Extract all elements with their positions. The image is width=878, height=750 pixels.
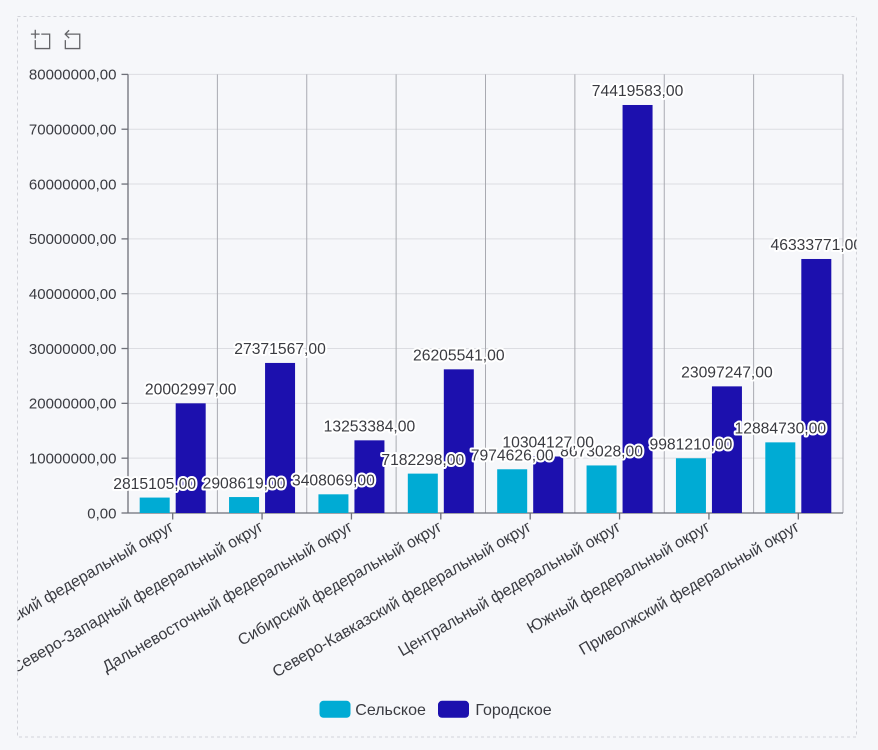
svg-text:3408069,00: 3408069,00 <box>292 473 375 490</box>
svg-text:74419583,00: 74419583,00 <box>592 83 684 100</box>
svg-text:7182298,00: 7182298,00 <box>381 452 464 469</box>
svg-text:13253384,00: 13253384,00 <box>324 419 416 436</box>
svg-text:0,00: 0,00 <box>87 505 116 522</box>
svg-text:2815105,00: 2815105,00 <box>113 476 196 493</box>
svg-text:Городское: Городское <box>475 702 551 719</box>
svg-text:40000000,00: 40000000,00 <box>29 286 117 303</box>
svg-text:12884730,00: 12884730,00 <box>735 421 827 438</box>
svg-text:10000000,00: 10000000,00 <box>29 450 117 467</box>
svg-text:46333771,00: 46333771,00 <box>771 237 863 254</box>
svg-text:7974626,00: 7974626,00 <box>471 447 554 464</box>
svg-text:20002997,00: 20002997,00 <box>145 382 237 399</box>
svg-text:60000000,00: 60000000,00 <box>29 176 117 193</box>
svg-text:30000000,00: 30000000,00 <box>29 341 117 358</box>
svg-text:2908619,00: 2908619,00 <box>203 475 286 492</box>
svg-text:70000000,00: 70000000,00 <box>29 122 117 139</box>
svg-text:10304127,00: 10304127,00 <box>502 435 594 452</box>
svg-text:27371567,00: 27371567,00 <box>234 341 326 358</box>
svg-text:23097247,00: 23097247,00 <box>681 365 773 382</box>
svg-text:80000000,00: 80000000,00 <box>29 67 117 84</box>
svg-text:50000000,00: 50000000,00 <box>29 231 117 248</box>
svg-text:8673028,00: 8673028,00 <box>560 444 643 461</box>
svg-text:9981210,00: 9981210,00 <box>649 436 732 453</box>
svg-text:Сельское: Сельское <box>355 702 426 719</box>
svg-text:20000000,00: 20000000,00 <box>29 396 117 413</box>
svg-text:26205541,00: 26205541,00 <box>413 348 505 365</box>
